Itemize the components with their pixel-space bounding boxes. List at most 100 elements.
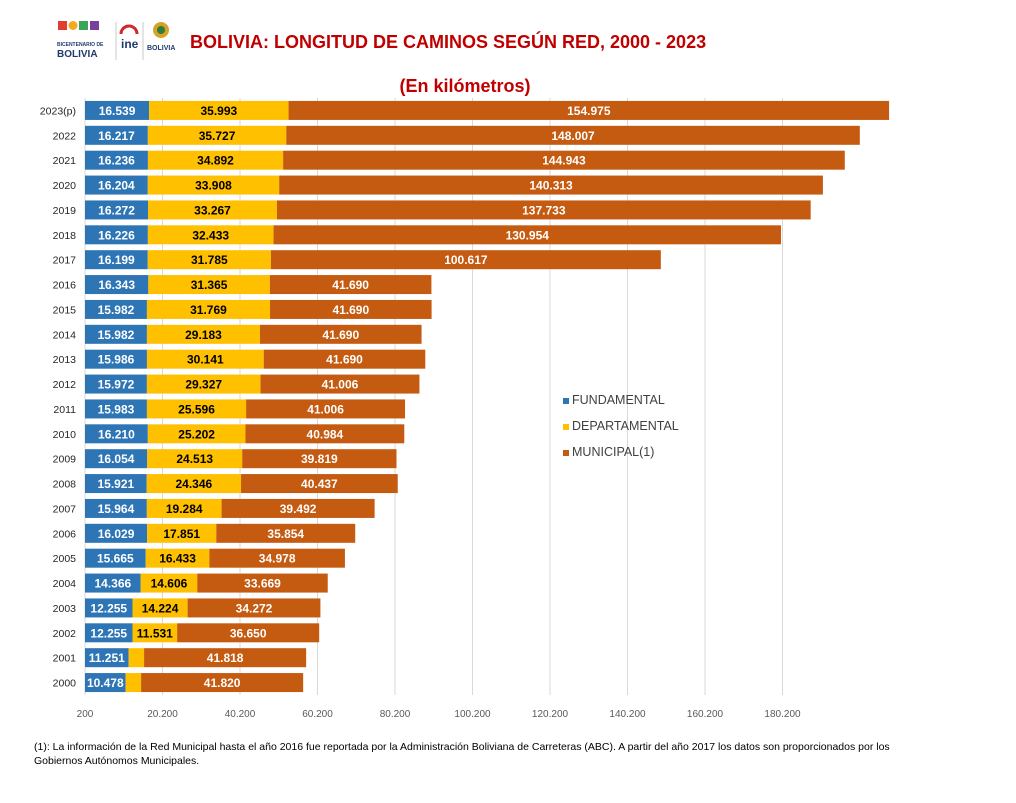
legend: FUNDAMENTAL DEPARTAMENTAL MUNICIPAL(1) (563, 393, 679, 459)
bar-segment (85, 449, 148, 469)
bar-segment (147, 225, 274, 245)
data-label: 25.596 (178, 402, 215, 416)
bar-segment (260, 374, 420, 394)
chart-subtitle: (En kilómetros) (399, 76, 531, 96)
bar-segment (147, 150, 284, 170)
bar-segment (85, 125, 148, 145)
data-label: 140.313 (529, 179, 573, 193)
logo-group: BICENTENARIO DE BOLIVIA ine BOLIVIA (57, 21, 175, 60)
category-label: 2009 (53, 454, 77, 466)
data-label: 15.964 (98, 502, 135, 516)
category-label: 2006 (53, 528, 77, 540)
bar-segment (147, 449, 243, 469)
legend-swatch (563, 450, 569, 456)
bar-segment (85, 200, 149, 220)
category-label: 2002 (53, 628, 77, 640)
bar-segment (85, 299, 147, 319)
x-tick-label: 80.200 (380, 709, 411, 720)
category-label: 2018 (53, 230, 77, 242)
data-label: 16.217 (98, 129, 135, 143)
bar-segment (187, 598, 321, 618)
ine-text: ine (121, 37, 139, 51)
bar-segment (245, 424, 405, 444)
category-labels: 2023(p) 2022 2021 2020 2019 2018 2017 2016 2015 2… (40, 105, 76, 689)
bar-segment (288, 100, 890, 120)
data-label: 137.733 (522, 203, 566, 217)
category-label: 2007 (53, 503, 77, 515)
bar-segment (85, 374, 147, 394)
x-tick-label: 140.200 (609, 709, 646, 720)
category-label: 2016 (53, 280, 77, 292)
bar-segment (85, 250, 148, 270)
data-label: 16.210 (98, 427, 135, 441)
bar-segment (146, 349, 264, 369)
bar-segment (263, 349, 426, 369)
category-label: 2012 (53, 379, 77, 391)
data-label: 34.892 (197, 154, 234, 168)
data-label: 35.854 (267, 527, 304, 541)
data-label: 36.650 (230, 626, 267, 640)
data-label: 17.851 (163, 527, 200, 541)
category-label: 2003 (53, 603, 77, 615)
bar-segment (85, 648, 129, 668)
bars-layer: 16.539 35.993 154.975 16.217 35.727 148.007 16… (85, 100, 890, 693)
bar-segment (125, 673, 142, 693)
data-label: 16.433 (159, 552, 196, 566)
data-label: 31.365 (191, 278, 228, 292)
data-label: 16.539 (99, 104, 136, 118)
category-label: 2022 (53, 130, 77, 142)
data-label: 15.982 (98, 328, 135, 342)
bar-segment (85, 399, 147, 419)
bar-segment (85, 150, 148, 170)
bar-segment (270, 299, 432, 319)
government-text: BOLIVIA (147, 45, 175, 52)
data-label: 14.224 (142, 601, 179, 615)
category-label: 2021 (53, 155, 77, 167)
bar-segment (147, 523, 217, 543)
data-label: 41.818 (207, 651, 244, 665)
category-label: 2004 (53, 578, 77, 590)
category-label: 2015 (53, 304, 77, 316)
bar-segment (146, 324, 261, 344)
bar-segment (85, 523, 148, 543)
x-axis-ticks: 200 20.200 40.200 60.200 80.200 100.200 120.20… (77, 709, 801, 720)
data-label: 16.343 (98, 278, 135, 292)
data-label: 16.272 (98, 203, 135, 217)
grid-layer (84, 98, 783, 695)
data-label: 19.284 (166, 502, 203, 516)
bar-segment (85, 498, 147, 518)
data-label: 41.006 (307, 402, 344, 416)
data-label: 11.531 (137, 626, 173, 640)
bar-segment (132, 623, 178, 643)
bar-segment (147, 175, 280, 195)
data-label: 35.993 (200, 104, 237, 118)
bar-segment (279, 175, 823, 195)
legend-swatch (563, 424, 569, 430)
bar-segment (85, 175, 148, 195)
footnote: (1): La información de la Red Municipal … (34, 741, 890, 767)
data-label: 33.908 (195, 179, 232, 193)
bar-segment (146, 299, 271, 319)
data-label: 25.202 (178, 427, 215, 441)
data-label: 14.606 (151, 577, 188, 591)
data-label: 148.007 (551, 129, 595, 143)
bar-segment (146, 474, 242, 494)
data-label: 100.617 (444, 253, 488, 267)
bar-segment (246, 399, 406, 419)
bar-segment (85, 573, 141, 593)
data-label: 15.665 (97, 552, 134, 566)
data-label: 30.141 (187, 353, 224, 367)
bar-segment (85, 474, 147, 494)
bar-segment (85, 424, 148, 444)
legend-label: FUNDAMENTAL (572, 393, 665, 407)
data-label: 16.236 (98, 154, 135, 168)
bicentenario-small-text: BICENTENARIO DE (57, 42, 104, 48)
data-label: 16.226 (98, 228, 135, 242)
bar-segment (177, 623, 320, 643)
category-label: 2020 (53, 180, 77, 192)
bar-segment (85, 225, 148, 245)
bar-segment (270, 250, 661, 270)
bicentenario-logo: BICENTENARIO DE BOLIVIA (57, 21, 104, 60)
category-label: 2005 (53, 553, 77, 565)
data-label: 35.727 (199, 129, 236, 143)
